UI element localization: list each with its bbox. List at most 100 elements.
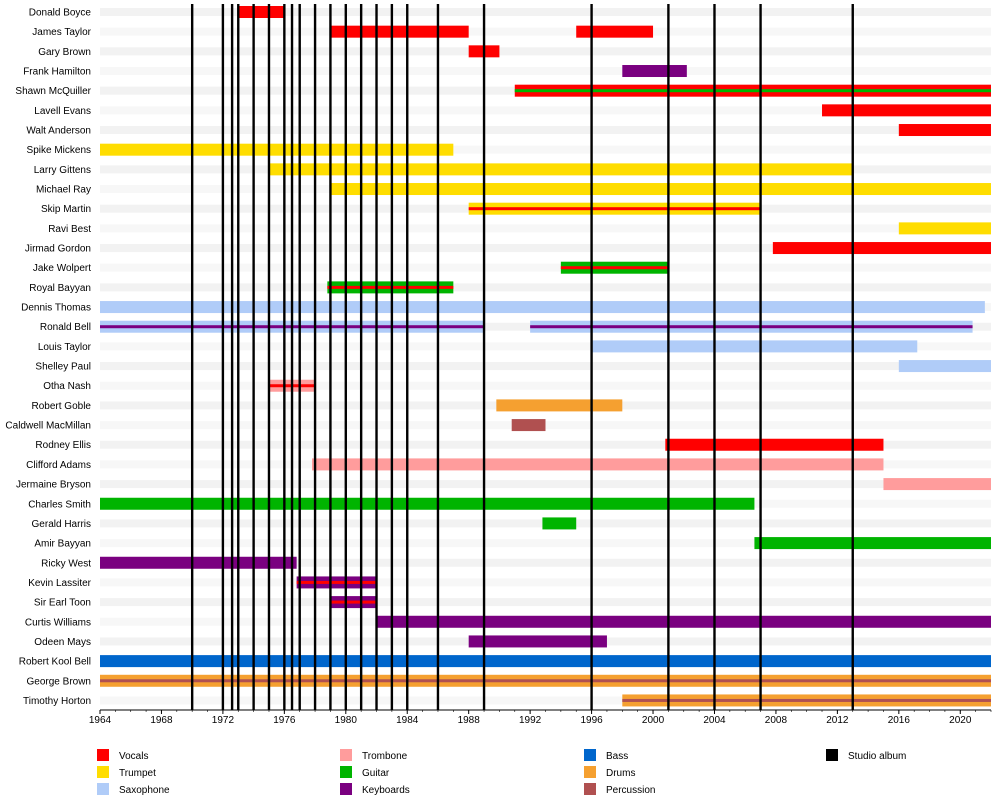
- member-bar: [268, 163, 853, 176]
- member-bar-stripe: [622, 698, 991, 702]
- member-label: Spike Mickens: [27, 145, 91, 156]
- legend-swatch: [340, 783, 352, 795]
- member-label: James Taylor: [32, 27, 91, 38]
- row-stripe: [100, 224, 991, 233]
- member-bar: [754, 537, 991, 550]
- legend-label: Bass: [606, 751, 628, 762]
- member-label: Ravi Best: [48, 224, 91, 235]
- x-axis: 1964 1968 1972 1976 1980 1984 1988 1992 1996 2000…: [89, 709, 992, 726]
- legend-label: Trumpet: [119, 768, 156, 779]
- x-tick-label: 1968: [150, 715, 173, 726]
- row-stripe: [100, 126, 991, 135]
- legend-swatch: [584, 766, 596, 778]
- member-bar: [376, 615, 992, 628]
- x-tick-label: 2008: [765, 715, 788, 726]
- member-labels: Donald Boyce James Taylor Gary Brown Frank …: [5, 8, 91, 707]
- row-stripe: [100, 480, 991, 489]
- x-tick-label: 1988: [458, 715, 481, 726]
- member-bar: [591, 340, 918, 353]
- member-label: Frank Hamilton: [23, 67, 91, 78]
- member-bar: [622, 65, 687, 78]
- member-label: Larry Gittens: [34, 165, 91, 176]
- member-bar: [496, 399, 623, 412]
- member-bar: [665, 438, 884, 451]
- member-label: Rodney Ellis: [35, 440, 91, 451]
- legend-label: Vocals: [119, 751, 148, 762]
- legend-swatch: [584, 749, 596, 761]
- row-stripe: [100, 145, 991, 154]
- member-label: Gary Brown: [38, 47, 91, 58]
- member-label: Jirmad Gordon: [25, 244, 91, 255]
- x-tick-label: 1972: [212, 715, 235, 726]
- member-bar-stripe: [296, 580, 377, 584]
- member-bar-stripe: [560, 266, 669, 270]
- member-label: Royal Bayyan: [29, 283, 91, 294]
- legend-label: Guitar: [362, 768, 390, 779]
- row-stripe: [100, 8, 991, 16]
- legend-swatch: [97, 749, 109, 761]
- member-label: Walt Anderson: [26, 126, 91, 137]
- member-label: Robert Goble: [32, 401, 92, 412]
- x-tick-label: 1964: [89, 715, 112, 726]
- x-tick-label: 1980: [335, 715, 358, 726]
- legend-swatch: [584, 783, 596, 795]
- legend-swatch: [340, 749, 352, 761]
- member-label: Gerald Harris: [32, 519, 91, 530]
- member-label: Jermaine Bryson: [16, 480, 91, 491]
- x-tick-label: 1984: [396, 715, 419, 726]
- member-label: Lavell Evans: [34, 106, 91, 117]
- member-bar: [898, 360, 991, 373]
- member-label: Odeen Mays: [34, 637, 91, 648]
- x-tick-label: 2004: [703, 715, 726, 726]
- member-label: Skip Martin: [41, 204, 91, 215]
- member-bar: [772, 242, 991, 255]
- member-label: Donald Boyce: [29, 8, 92, 19]
- member-label: Michael Ray: [36, 185, 91, 196]
- row-stripe: [100, 263, 991, 272]
- row-stripe: [100, 578, 991, 587]
- member-bar-stripe: [330, 600, 377, 604]
- member-bar: [100, 143, 454, 156]
- member-label: Caldwell MacMillan: [5, 421, 91, 432]
- member-bar: [100, 655, 991, 668]
- legend-label: Drums: [606, 768, 635, 779]
- x-tick-label: 2016: [888, 715, 911, 726]
- legend-swatch: [340, 766, 352, 778]
- member-bar: [238, 6, 285, 18]
- member-bar-stripe: [468, 207, 761, 211]
- member-bar: [330, 25, 469, 38]
- member-bar-stripe: [327, 285, 454, 289]
- row-stripe: [100, 244, 991, 253]
- x-tick-label: 2000: [642, 715, 665, 726]
- row-stripe: [100, 283, 991, 292]
- row-stripe: [100, 67, 991, 76]
- member-bar: [330, 183, 991, 196]
- member-label: Charles Smith: [28, 499, 91, 510]
- member-label: Curtis Williams: [25, 617, 91, 628]
- row-stripe: [100, 27, 991, 36]
- member-bar: [511, 419, 546, 432]
- legend-swatch: [826, 749, 838, 761]
- legend-label: Studio album: [848, 751, 906, 762]
- member-bar: [883, 478, 991, 491]
- member-label: Robert Kool Bell: [19, 657, 91, 668]
- member-bar: [468, 635, 607, 648]
- legend-label: Percussion: [606, 785, 655, 796]
- member-label: Ronald Bell: [40, 322, 91, 333]
- row-stripe: [100, 362, 991, 371]
- member-bar: [576, 25, 654, 38]
- row-stripe: [100, 381, 991, 390]
- member-label: Sir Earl Toon: [34, 598, 91, 609]
- row-stripe: [100, 696, 991, 705]
- member-label: Clifford Adams: [26, 460, 91, 471]
- member-label: Louis Taylor: [38, 342, 92, 353]
- member-bar: [898, 222, 991, 235]
- member-label: Timothy Horton: [23, 696, 91, 707]
- member-bar-stripe: [530, 325, 973, 329]
- member-bar: [311, 458, 884, 471]
- row-stripe: [100, 539, 991, 548]
- x-tick-label: 1992: [519, 715, 542, 726]
- member-bar: [100, 301, 985, 314]
- member-label: Shelley Paul: [35, 362, 91, 373]
